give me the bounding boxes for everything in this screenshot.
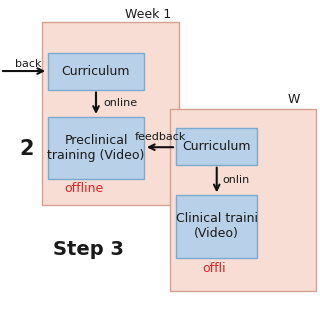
Text: back: back: [14, 59, 41, 69]
FancyBboxPatch shape: [176, 195, 258, 258]
FancyBboxPatch shape: [42, 22, 179, 205]
Text: feedback: feedback: [134, 132, 186, 142]
Text: onlin: onlin: [222, 175, 250, 185]
FancyBboxPatch shape: [170, 109, 316, 291]
Text: Curriculum: Curriculum: [62, 65, 130, 78]
Text: Preclinical
training (Video): Preclinical training (Video): [47, 134, 145, 162]
Text: W: W: [288, 93, 300, 106]
Text: 2: 2: [19, 139, 33, 159]
FancyBboxPatch shape: [48, 53, 144, 90]
Text: online: online: [103, 98, 137, 108]
Text: offline: offline: [65, 182, 104, 195]
FancyBboxPatch shape: [48, 117, 144, 179]
Text: Clinical traini
(Video): Clinical traini (Video): [176, 212, 258, 240]
Text: Week 1: Week 1: [125, 8, 172, 21]
Text: Curriculum: Curriculum: [182, 140, 251, 153]
Text: offli: offli: [202, 262, 226, 275]
FancyBboxPatch shape: [176, 128, 258, 165]
Text: Step 3: Step 3: [53, 240, 124, 259]
